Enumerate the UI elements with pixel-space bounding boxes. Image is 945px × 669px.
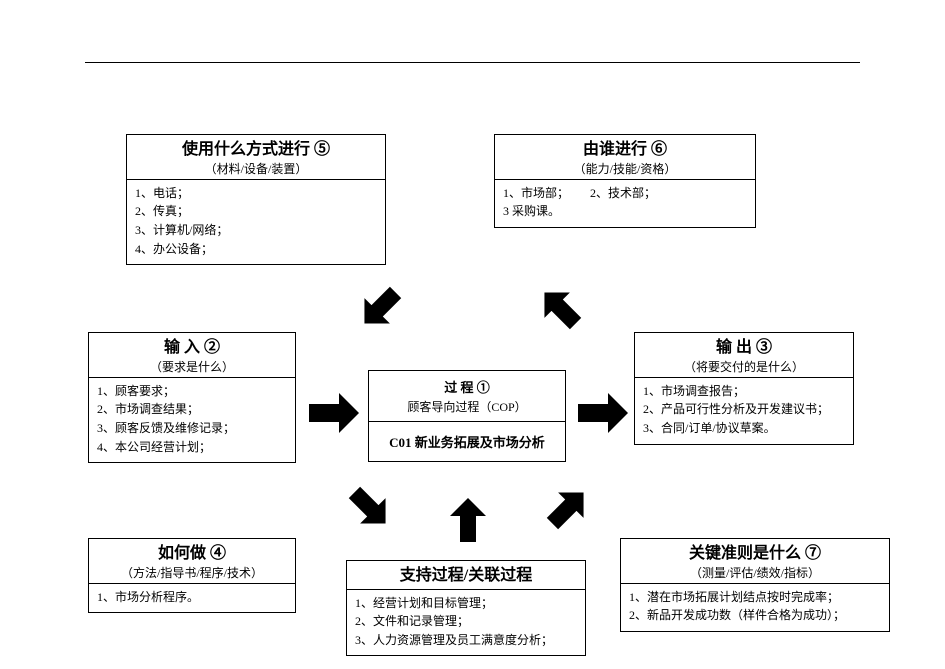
list-item: 3 采购课。	[503, 202, 560, 221]
box-how-body: 1、市场分析程序。	[89, 584, 295, 613]
box-method-head: 使用什么方式进行 ⑤ （材料/设备/装置）	[127, 135, 385, 179]
list-item: 3、计算机/网络；	[135, 221, 377, 240]
arrow-how-to-process	[340, 478, 400, 538]
box-method-body: 1、电话； 2、传真； 3、计算机/网络； 4、办公设备；	[127, 180, 385, 264]
list-item: 4、办公设备；	[135, 240, 377, 259]
box-support-title: 支持过程/关联过程	[400, 567, 532, 584]
box-input-body: 1、顾客要求； 2、市场调查结果； 3、顾客反馈及维修记录； 4、本公司经营计划…	[89, 378, 295, 462]
list-item: 2、产品可行性分析及开发建议书；	[643, 400, 845, 419]
page-top-rule	[85, 62, 860, 63]
box-who-sub: （能力/技能/资格）	[501, 161, 749, 177]
box-how-head: 如何做 ④ （方法/指导书/程序/技术）	[89, 539, 295, 583]
list-item: 1、电话；	[135, 184, 377, 203]
box-output: 输 出 ③ （将要交付的是什么） 1、市场调查报告； 2、产品可行性分析及开发建…	[634, 332, 854, 445]
box-process-sub: 顾客导向过程（COP）	[369, 396, 565, 421]
box-criteria-head: 关键准则是什么 ⑦ （测量/评估/绩效/指标）	[621, 539, 889, 583]
list-item: 3、人力资源管理及员工满意度分析；	[355, 631, 577, 650]
box-method-title: 使用什么方式进行 ⑤	[182, 141, 330, 158]
arrow-process-to-output	[572, 393, 632, 433]
box-method-sub: （材料/设备/装置）	[133, 161, 379, 177]
box-criteria-body: 1、潜在市场拓展计划结点按时完成率； 2、新品开发成功数（样件合格为成功）；	[621, 584, 889, 631]
box-who-title: 由谁进行 ⑥	[583, 141, 667, 158]
box-support: 支持过程/关联过程 1、经营计划和目标管理； 2、文件和记录管理； 3、人力资源…	[346, 560, 586, 656]
list-item: 2、文件和记录管理；	[355, 612, 577, 631]
list-item: 4、本公司经营计划；	[97, 438, 287, 457]
box-process-title: 过 程 ①	[369, 371, 565, 396]
list-item: 1、顾客要求；	[97, 382, 287, 401]
box-output-sub: （将要交付的是什么）	[641, 359, 847, 375]
box-input-sub: （要求是什么）	[95, 359, 289, 375]
box-who-body: 1、市场部； 2、技术部； 3 采购课。	[495, 180, 755, 227]
box-support-body: 1、经营计划和目标管理； 2、文件和记录管理； 3、人力资源管理及员工满意度分析…	[347, 590, 585, 656]
list-item: 2、新品开发成功数（样件合格为成功）；	[629, 606, 881, 625]
box-criteria-title: 关键准则是什么 ⑦	[689, 545, 821, 562]
list-item: 2、传真；	[135, 202, 377, 221]
arrow-method-to-process	[350, 278, 410, 338]
list-item: 1、经营计划和目标管理；	[355, 594, 577, 613]
turtle-diagram: 使用什么方式进行 ⑤ （材料/设备/装置） 1、电话； 2、传真； 3、计算机/…	[0, 0, 945, 669]
box-output-title: 输 出 ③	[716, 339, 772, 356]
box-input: 输 入 ② （要求是什么） 1、顾客要求； 2、市场调查结果； 3、顾客反馈及维…	[88, 332, 296, 463]
arrow-criteria-to-process	[538, 478, 598, 538]
box-input-head: 输 入 ② （要求是什么）	[89, 333, 295, 377]
box-process-main: C01 新业务拓展及市场分析	[369, 422, 565, 461]
box-process: 过 程 ① 顾客导向过程（COP） C01 新业务拓展及市场分析	[368, 370, 566, 462]
box-how-title: 如何做 ④	[158, 545, 226, 562]
box-criteria: 关键准则是什么 ⑦ （测量/评估/绩效/指标） 1、潜在市场拓展计划结点按时完成…	[620, 538, 890, 632]
box-who: 由谁进行 ⑥ （能力/技能/资格） 1、市场部； 2、技术部； 3 采购课。	[494, 134, 756, 228]
list-item: 2、技术部；	[590, 184, 656, 203]
list-item: 1、潜在市场拓展计划结点按时完成率；	[629, 588, 881, 607]
list-item: 3、合同/订单/协议草案。	[643, 419, 845, 438]
box-output-body: 1、市场调查报告； 2、产品可行性分析及开发建议书； 3、合同/订单/协议草案。	[635, 378, 853, 444]
list-item: 1、市场部；	[503, 184, 569, 203]
box-input-title: 输 入 ②	[164, 339, 220, 356]
arrow-who-to-process	[530, 278, 590, 338]
arrow-support-to-process	[443, 490, 493, 550]
list-item: 1、市场分析程序。	[97, 588, 287, 607]
box-method: 使用什么方式进行 ⑤ （材料/设备/装置） 1、电话； 2、传真； 3、计算机/…	[126, 134, 386, 265]
list-item: 3、顾客反馈及维修记录；	[97, 419, 287, 438]
list-item: 1、市场调查报告；	[643, 382, 845, 401]
box-who-head: 由谁进行 ⑥ （能力/技能/资格）	[495, 135, 755, 179]
arrow-input-to-process	[303, 393, 363, 433]
box-criteria-sub: （测量/评估/绩效/指标）	[627, 565, 883, 581]
box-support-head: 支持过程/关联过程	[347, 561, 585, 589]
box-output-head: 输 出 ③ （将要交付的是什么）	[635, 333, 853, 377]
box-how-sub: （方法/指导书/程序/技术）	[95, 565, 289, 581]
box-how: 如何做 ④ （方法/指导书/程序/技术） 1、市场分析程序。	[88, 538, 296, 613]
list-item: 2、市场调查结果；	[97, 400, 287, 419]
